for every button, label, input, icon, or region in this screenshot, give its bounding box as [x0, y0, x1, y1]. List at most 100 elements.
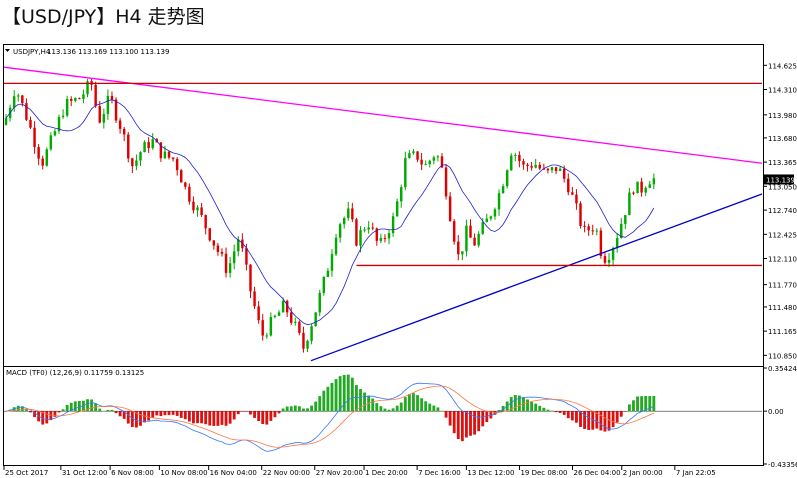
macd-histogram-bar — [615, 411, 619, 423]
candle-body — [554, 167, 558, 171]
candle-body — [114, 99, 118, 121]
macd-histogram-bar — [465, 411, 468, 438]
trendline — [310, 193, 763, 362]
candle-body — [318, 292, 321, 313]
macd-histogram-bar — [603, 411, 607, 432]
macd-histogram-bar — [86, 399, 89, 412]
candle-body — [12, 96, 16, 108]
candle-body — [330, 254, 334, 271]
candle-body — [151, 139, 154, 149]
macd-histogram-bar — [224, 411, 228, 426]
macd-histogram-bar — [432, 405, 436, 412]
macd-histogram-bar — [575, 411, 578, 423]
candle-body — [624, 215, 627, 224]
macd-histogram-bar — [257, 411, 261, 421]
candle-body — [575, 194, 578, 204]
macd-histogram-bar — [277, 411, 281, 414]
macd-histogram-bar — [379, 406, 383, 412]
price-tick-label: 114.625 — [768, 62, 797, 70]
candle-body — [228, 263, 232, 273]
macd-histogram-bar — [485, 411, 489, 423]
macd-histogram-bar — [171, 411, 175, 415]
candle-body — [143, 142, 146, 153]
macd-histogram-bar — [497, 409, 501, 412]
macd-histogram-bar — [192, 411, 195, 424]
candle-body — [477, 233, 480, 246]
macd-histogram-bar — [253, 411, 256, 418]
candle-body — [224, 253, 228, 273]
macd-histogram-bar — [481, 411, 485, 427]
macd-histogram-bar — [346, 374, 350, 412]
macd-histogram-bar — [599, 411, 603, 431]
macd-histogram-bar — [151, 411, 155, 418]
candle-body — [355, 219, 358, 246]
macd-histogram-bar — [383, 408, 387, 412]
candle-body — [41, 158, 44, 166]
candle-body — [338, 224, 342, 238]
candle-body — [448, 196, 452, 222]
candle-body — [461, 251, 464, 255]
candle-body — [607, 259, 611, 263]
macd-histogram-bar — [236, 411, 240, 415]
macd-histogram-bar — [440, 410, 444, 412]
macd-histogram-bar — [159, 411, 163, 417]
macd-histogram-bar — [77, 401, 81, 412]
macd-histogram-bar — [98, 408, 102, 412]
macd-histogram-bar — [623, 411, 627, 412]
candle-body — [567, 178, 570, 193]
dropdown-arrow-icon[interactable] — [5, 49, 10, 52]
macd-histogram-bar — [240, 411, 244, 412]
macd-histogram-bar — [611, 411, 615, 428]
time-tick-label: 1 Dec 20:00 — [365, 469, 408, 477]
macd-histogram-bar — [460, 411, 464, 442]
macd-histogram-bar — [538, 405, 542, 412]
macd-histogram-bar — [395, 405, 399, 412]
macd-histogram-bar — [359, 388, 362, 412]
macd-histogram-bar — [493, 411, 497, 415]
macd-histogram-bar — [566, 411, 570, 419]
macd-histogram-bar — [550, 410, 554, 412]
macd-histogram-bar — [212, 411, 216, 426]
macd-histogram-bar — [542, 407, 546, 412]
macd-histogram-bar — [33, 411, 36, 418]
candle-body — [526, 164, 529, 167]
candle-body — [122, 128, 126, 135]
time-tick-label: 7 Jan 22:05 — [676, 469, 716, 477]
macd-histogram-bar — [517, 395, 521, 412]
candle-body — [611, 248, 615, 260]
price-tick-label: 111.770 — [768, 282, 797, 290]
macd-histogram-bar — [473, 411, 477, 435]
candle-body — [281, 300, 285, 313]
candle-body — [53, 131, 57, 136]
macd-histogram-bar — [444, 411, 448, 418]
macd-histogram-bar — [636, 396, 639, 412]
candle-body — [473, 237, 476, 246]
macd-signal-line — [5, 385, 654, 448]
candle-body — [620, 223, 623, 239]
candle-body — [241, 239, 244, 249]
macd-histogram-bar — [363, 392, 366, 412]
candle-body — [408, 153, 411, 159]
candle-body — [163, 151, 167, 159]
macd-histogram-bar — [387, 409, 391, 412]
candle-body — [452, 221, 456, 242]
macd-histogram-bar — [106, 409, 110, 412]
price-tick-label: 111.165 — [768, 328, 797, 336]
macd-histogram-bar — [118, 411, 122, 417]
macd-histogram-bar — [187, 411, 191, 422]
macd-histogram-bar — [285, 406, 289, 412]
candle-body — [220, 251, 224, 254]
candle-body — [534, 164, 537, 168]
macd-histogram-bar — [16, 405, 20, 412]
macd-histogram-bar — [607, 411, 611, 431]
macd-histogram-bar — [297, 406, 301, 412]
candle-body — [391, 216, 395, 234]
macd-histogram-bar — [110, 409, 114, 412]
candle-body — [37, 147, 40, 159]
candle-body — [106, 95, 110, 114]
macd-histogram-bar — [261, 411, 265, 425]
candle-body — [485, 218, 489, 223]
candle-body — [167, 151, 171, 158]
macd-label: MACD (TF0) (12,26,9) 0.11759 0.13125 — [6, 369, 144, 377]
